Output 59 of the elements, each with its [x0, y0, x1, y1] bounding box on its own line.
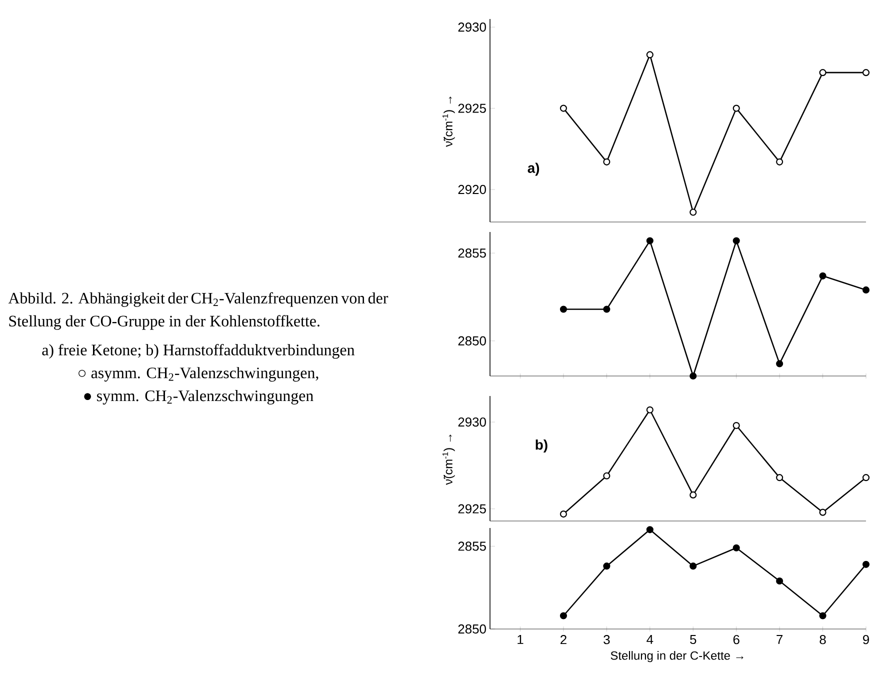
point — [646, 406, 654, 414]
point — [560, 612, 568, 620]
annotation: b) — [536, 439, 548, 452]
y-tick-label: 2925 — [458, 104, 486, 113]
x-tick-label: 9 — [863, 635, 869, 644]
text: a) freie Ketone; b) Harnstoffadduktverbindungen — [42, 344, 355, 359]
point — [690, 208, 697, 216]
y-tick-label: 2855 — [458, 248, 486, 258]
point — [603, 562, 610, 570]
point — [819, 508, 826, 516]
x-tick-label: 8 — [820, 635, 826, 644]
point — [776, 360, 784, 368]
y-axis-title: ν̃(cm$^{-1}$) → — [442, 434, 455, 485]
point — [862, 474, 870, 482]
y-tick-label: 2925 — [458, 504, 486, 514]
point — [732, 237, 740, 244]
x-tick-label: 6 — [733, 635, 740, 644]
y-axis-title: ν̃(cm$^{-1}$) → — [442, 96, 455, 147]
point — [732, 104, 740, 112]
y-tick-label: 2920 — [458, 184, 486, 194]
point — [560, 306, 568, 313]
point — [862, 69, 870, 76]
text: ○ asymm. CH$_{2}$-Valenzschwingungen, — [78, 367, 318, 382]
point — [732, 422, 740, 430]
point — [603, 158, 610, 166]
point — [862, 286, 870, 294]
y-tick-label: 2850 — [458, 624, 486, 634]
point — [776, 158, 784, 166]
text: ● symm. CH$_{2}$-Valenzschwingungen — [84, 390, 314, 404]
x-tick-label: 1 — [518, 635, 524, 644]
x-tick-label: 2 — [560, 635, 566, 644]
point — [862, 560, 870, 568]
x-tick-label: 7 — [776, 635, 783, 644]
point — [690, 562, 697, 570]
y-tick-label: 2930 — [458, 417, 486, 427]
text: Abbild. 2. Abhängigkeit der CH$_{2}$-Valenzfrequenzen von der Stellung der CO-Gruppe in der Kohlenstoffkette. — [8, 292, 388, 330]
x-tick-label: 4 — [646, 635, 654, 644]
x-tick-label: 5 — [690, 635, 696, 644]
x-axis-title: Stellung in der C-Kette → — [610, 651, 744, 662]
point — [690, 491, 697, 498]
point — [603, 306, 610, 313]
point — [776, 474, 784, 482]
y-tick-label: 2850 — [458, 336, 486, 346]
point — [819, 612, 826, 620]
point — [646, 237, 654, 244]
point — [690, 372, 697, 380]
y-tick-label: 2930 — [458, 22, 486, 32]
y-tick-label: 2855 — [458, 542, 486, 551]
point — [819, 69, 826, 76]
point — [603, 472, 610, 480]
point — [560, 510, 568, 518]
point — [732, 544, 740, 552]
point — [560, 104, 568, 112]
point — [646, 51, 654, 58]
point — [819, 272, 826, 280]
point — [646, 526, 654, 534]
point — [776, 577, 784, 585]
x-tick-label: 3 — [604, 635, 610, 644]
annotation: a) — [528, 162, 540, 176]
